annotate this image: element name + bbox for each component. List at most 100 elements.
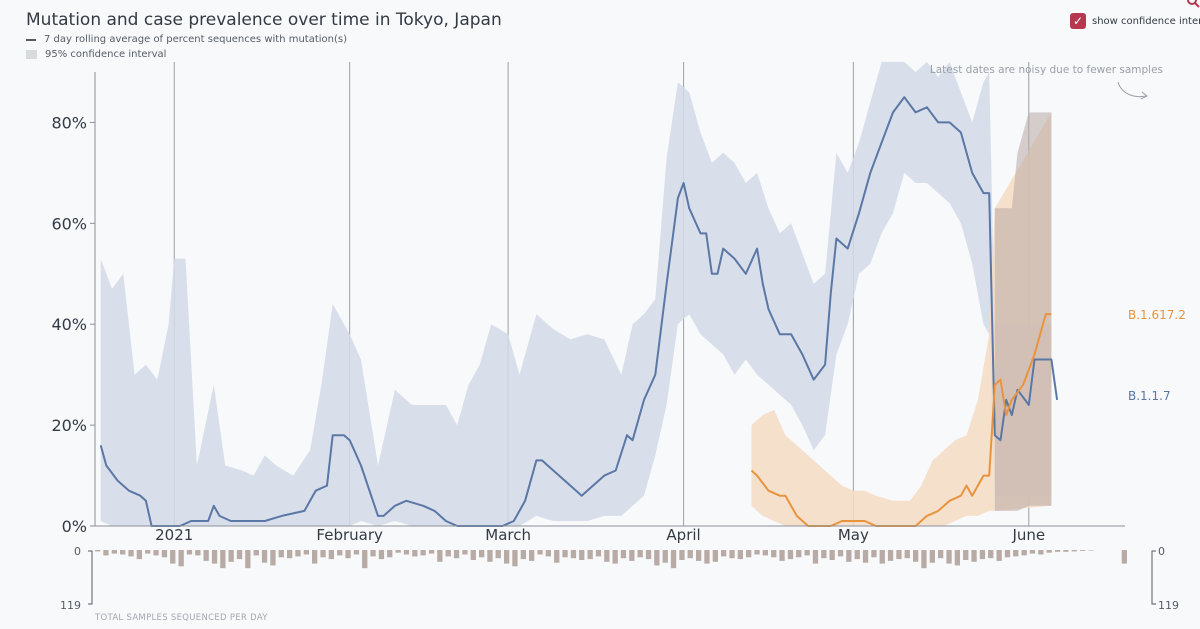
samples-bar [303, 550, 309, 555]
samples-bar [220, 550, 226, 569]
samples-bar [1079, 550, 1086, 551]
samples-bar [620, 550, 627, 559]
samples-bar [721, 550, 727, 557]
samples-bar [203, 550, 209, 561]
zoom-icon[interactable] [1186, 0, 1200, 8]
samples-scale-max-right: 119 [1158, 599, 1179, 612]
samples-bar [1029, 550, 1036, 554]
end-labels: B.1.617.2 B.1.1.7 [1128, 308, 1186, 403]
samples-bar [353, 550, 360, 555]
samples-bar [637, 550, 643, 558]
x-tick-label: June [1011, 526, 1045, 544]
samples-bar [821, 550, 827, 559]
series-lines [99, 96, 1059, 527]
samples-bar [862, 550, 869, 563]
samples-bar [829, 550, 835, 560]
samples-bar [988, 550, 994, 559]
samples-bar [479, 550, 485, 558]
samples-bar [913, 550, 919, 562]
ci-band-overlap [994, 112, 1052, 511]
samples-bar [687, 550, 693, 559]
samples-bar [996, 550, 1002, 561]
confidence-interval-toggle-label: show confidence interval [1092, 15, 1200, 27]
samples-bar [704, 550, 710, 564]
samples-bar [287, 550, 293, 559]
samples-bar [1063, 550, 1069, 552]
confidence-interval-toggle[interactable]: ✓ show confidence interval [1070, 13, 1200, 29]
axes: 2021 February March April May June 0% 20% 40% 60%… [51, 72, 1125, 544]
samples-bar [545, 550, 551, 557]
samples-bar [929, 550, 935, 563]
x-tick-label: February [316, 526, 383, 544]
samples-bar [1121, 550, 1127, 564]
samples-bar [771, 550, 777, 558]
samples-bar [670, 550, 677, 569]
samples-bar [128, 550, 134, 557]
samples-bar [662, 550, 668, 563]
samples-bar [629, 550, 635, 561]
samples-scale-bracket-right [1151, 550, 1156, 605]
samples-bar [896, 550, 902, 560]
samples-bar [645, 550, 652, 560]
samples-bar [946, 550, 952, 564]
x-tick-label: 2021 [155, 526, 193, 544]
samples-bar [145, 550, 151, 554]
samples-scale-max-left: 119 [60, 599, 81, 612]
samples-bar [1013, 550, 1019, 557]
samples-bar [796, 550, 802, 558]
y-tick-label: 80% [51, 113, 87, 132]
samples-bar [245, 550, 251, 569]
legend-ci-label: 95% confidence interval [45, 49, 167, 60]
samples-bar [504, 550, 510, 564]
samples-bar [904, 550, 910, 559]
samples-bar [1046, 550, 1052, 553]
samples-bar [270, 550, 276, 566]
samples-bar [737, 550, 743, 560]
samples-bar [562, 550, 568, 558]
samples-bar [445, 550, 451, 557]
samples-scale-bracket-left [88, 550, 93, 605]
samples-bar [495, 550, 501, 559]
checkbox-checked-icon[interactable]: ✓ [1070, 13, 1086, 29]
samples-bar [954, 550, 960, 566]
samples-bar [921, 550, 927, 569]
samples-bar [804, 550, 810, 556]
y-tick-label: 20% [51, 416, 87, 435]
samples-bar [871, 550, 877, 558]
x-tick-label: March [485, 526, 531, 544]
samples-bar [437, 550, 443, 562]
samples-scale-min-left: 0 [74, 545, 81, 558]
samples-bar [403, 550, 410, 555]
samples-bar [979, 550, 986, 560]
legend-line-label: 7 day rolling average of percent sequenc… [44, 34, 348, 45]
y-tick-label: 60% [51, 214, 87, 233]
noise-note-arrowhead [1140, 91, 1148, 100]
series-line-b-1-1-7 [99, 96, 1059, 527]
samples-bar [320, 550, 326, 558]
samples-bar [378, 550, 385, 560]
legend-ci-entry: 95% confidence interval [26, 49, 166, 60]
samples-bar [228, 550, 234, 562]
y-tick-label: 0% [62, 517, 87, 536]
samples-bar [387, 550, 393, 558]
samples-bar [120, 550, 126, 555]
samples-bar [846, 550, 852, 562]
samples-bar [337, 550, 343, 556]
samples-bar [963, 550, 969, 560]
samples-bar [579, 550, 585, 560]
samples-bar [762, 550, 768, 556]
samples-bar [95, 550, 101, 552]
legend-line-entry: 7 day rolling average of percent sequenc… [26, 34, 347, 45]
samples-bar [328, 550, 334, 560]
samples-bar [587, 550, 593, 560]
samples-bar [295, 550, 301, 557]
samples-bar [211, 550, 218, 564]
samples-bar [395, 550, 401, 553]
samples-bar [178, 550, 184, 567]
samples-bar [595, 550, 602, 557]
samples-bar [487, 550, 493, 562]
samples-bar [729, 550, 735, 559]
samples-bar [111, 550, 117, 554]
samples-bar [370, 550, 376, 557]
